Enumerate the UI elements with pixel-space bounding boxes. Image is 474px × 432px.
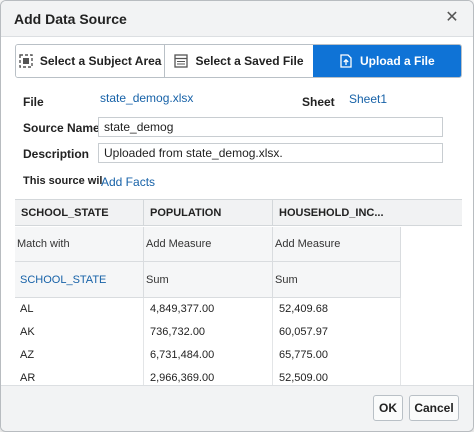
table-cell: AK	[15, 321, 144, 344]
table-cell: 65,775.00	[273, 344, 401, 367]
cancel-button[interactable]: Cancel	[409, 395, 459, 421]
tab-label: Select a Subject Area	[39, 54, 162, 68]
table-cell: AR	[15, 367, 144, 385]
column-header[interactable]: HOUSEHOLD_INC...	[279, 207, 384, 219]
aggregation-cell[interactable]: Sum	[144, 262, 273, 298]
match-with-cell[interactable]: Match with	[15, 227, 144, 262]
upload-file-icon	[340, 54, 352, 68]
table-cell: 52,509.00	[273, 367, 401, 385]
column-header[interactable]: POPULATION	[144, 200, 273, 226]
table-cell: 52,409.68	[273, 298, 401, 321]
table-row: AK 736,732.00 60,057.97	[15, 321, 401, 344]
file-name-link[interactable]: state_demog.xlsx	[100, 91, 194, 105]
table-row: AZ 6,731,484.00 65,775.00	[15, 344, 401, 367]
tab-select-saved-file[interactable]: Select a Saved File	[164, 45, 313, 77]
table-cell: 4,849,377.00	[144, 298, 273, 321]
grid-header: SCHOOL_STATE POPULATION HOUSEHOLD_INC...	[15, 200, 462, 226]
column-header[interactable]: SCHOOL_STATE	[15, 200, 144, 226]
tab-label: Select a Saved File	[195, 54, 304, 68]
file-label: File	[23, 95, 44, 109]
add-measure-cell[interactable]: Add Measure	[273, 227, 401, 262]
source-name-input[interactable]: state_demog	[98, 117, 443, 137]
add-facts-link[interactable]: Add Facts	[101, 175, 156, 189]
dialog-titlebar: Add Data Source ✕	[1, 1, 473, 37]
description-label: Description	[23, 147, 90, 161]
close-icon[interactable]: ✕	[445, 9, 459, 26]
source-type-selector: Select a Subject Area Select a Saved Fil…	[15, 44, 462, 78]
sheet-link[interactable]: Sheet1	[349, 92, 388, 106]
description-input[interactable]: Uploaded from state_demog.xlsx.	[98, 143, 443, 163]
source-name-label: Source Name	[23, 121, 100, 135]
table-cell: 2,966,369.00	[144, 367, 273, 385]
table-cell: 60,057.97	[273, 321, 401, 344]
tab-upload-file[interactable]: Upload a File	[312, 45, 461, 77]
dialog-title: Add Data Source	[14, 11, 127, 27]
source-usage-label: This source wil	[23, 175, 103, 187]
ok-button[interactable]: OK	[373, 395, 403, 421]
match-column-link[interactable]: SCHOOL_STATE	[15, 262, 144, 298]
table-row: AL 4,849,377.00 52,409.68	[15, 298, 401, 321]
data-preview-grid: SCHOOL_STATE POPULATION HOUSEHOLD_INC...…	[15, 199, 462, 385]
dialog-footer: OK Cancel	[1, 385, 473, 431]
column-role-row: Match with Add Measure Add Measure	[15, 227, 401, 262]
add-measure-cell[interactable]: Add Measure	[144, 227, 273, 262]
aggregation-row: SCHOOL_STATE Sum Sum	[15, 262, 401, 298]
tab-label: Upload a File	[359, 54, 435, 68]
aggregation-cell[interactable]: Sum	[273, 262, 401, 298]
subject-area-icon	[19, 54, 33, 68]
tab-select-subject-area[interactable]: Select a Subject Area	[16, 45, 165, 77]
table-cell: AZ	[15, 344, 144, 367]
table-row: AR 2,966,369.00 52,509.00	[15, 367, 401, 385]
table-cell: AL	[15, 298, 144, 321]
saved-file-icon	[174, 54, 189, 68]
table-cell: 6,731,484.00	[144, 344, 273, 367]
sheet-label: Sheet	[302, 95, 335, 109]
table-cell: 736,732.00	[144, 321, 273, 344]
